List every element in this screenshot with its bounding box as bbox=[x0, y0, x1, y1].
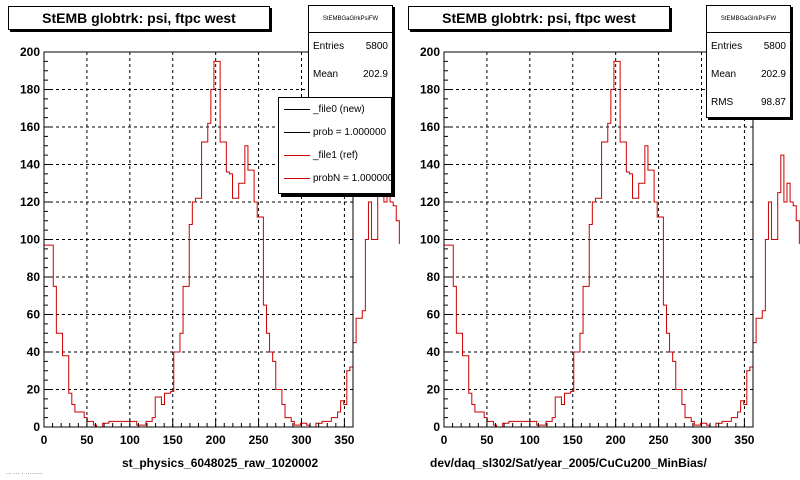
x-axis-caption: dev/daq_sl302/Sat/year_2005/CuCu200_MinB… bbox=[430, 456, 707, 470]
stats-label: Mean bbox=[313, 69, 339, 80]
stats-value: 202.9 bbox=[362, 69, 388, 80]
footer-text: ... ... . ......... bbox=[6, 469, 43, 476]
legend-line-black bbox=[284, 109, 310, 110]
x-tick-label: 350 bbox=[734, 433, 754, 447]
x-tick-label: 200 bbox=[206, 433, 226, 447]
histogram-panel-left: 0 50 100 150 200 250 300 350 0 20 40 60 80 100 120 140 1… bbox=[6, 5, 400, 476]
y-tick-label: 60 bbox=[427, 308, 441, 322]
x-tick-label: 0 bbox=[441, 433, 448, 447]
x-tick-label: 150 bbox=[163, 433, 183, 447]
y-tick-label: 160 bbox=[420, 120, 440, 134]
x-tick-label: 50 bbox=[80, 433, 94, 447]
stats-row-mean: Mean 202.9 bbox=[309, 61, 392, 89]
stats-value: 5800 bbox=[763, 41, 786, 52]
legend-entry: _file1 (ref) bbox=[279, 144, 391, 167]
y-tick-label: 80 bbox=[427, 270, 441, 284]
y-tick-label: 160 bbox=[20, 120, 40, 134]
y-tick-label: 180 bbox=[20, 83, 40, 97]
stats-label: RMS bbox=[711, 97, 734, 108]
y-tick-label: 80 bbox=[27, 270, 41, 284]
legend-box: _file0 (new) prob = 1.000000 _file1 (ref… bbox=[278, 97, 392, 194]
stats-value: 98.87 bbox=[760, 97, 786, 108]
stats-label: Entries bbox=[711, 41, 743, 52]
legend-entry: probN = 1.000000 bbox=[279, 167, 391, 190]
y-tick-label: 180 bbox=[420, 83, 440, 97]
y-tick-label: 200 bbox=[420, 45, 440, 59]
y-tick-label: 40 bbox=[27, 345, 41, 359]
stats-name: StEMBGaGlrkPsiFW bbox=[309, 6, 392, 33]
x-tick-label: 300 bbox=[691, 433, 711, 447]
y-tick-label: 120 bbox=[20, 195, 40, 209]
stats-name: StEMBGaGlrkPsiFW bbox=[707, 6, 790, 33]
legend-line-red bbox=[284, 155, 310, 156]
y-tick-label: 40 bbox=[427, 345, 441, 359]
legend-label: probN = 1.000000 bbox=[313, 173, 392, 184]
y-tick-label: 60 bbox=[27, 308, 41, 322]
x-axis-caption: st_physics_6048025_raw_1020002 bbox=[122, 456, 319, 470]
x-tick-label: 100 bbox=[520, 433, 540, 447]
stats-row-entries: Entries 5800 bbox=[707, 33, 790, 61]
y-tick-label: 0 bbox=[433, 420, 440, 434]
stats-box: StEMBGaGlrkPsiFW Entries 5800 Mean 202.9… bbox=[706, 5, 791, 118]
x-tick-label: 100 bbox=[120, 433, 140, 447]
y-tick-label: 200 bbox=[20, 45, 40, 59]
x-tick-label: 0 bbox=[41, 433, 48, 447]
y-tick-label: 20 bbox=[427, 383, 441, 397]
y-tick-label: 100 bbox=[420, 233, 440, 247]
stats-value: 5800 bbox=[365, 41, 388, 52]
x-tick-label: 200 bbox=[606, 433, 626, 447]
legend-line-black bbox=[284, 132, 310, 133]
y-tick-label: 0 bbox=[33, 420, 40, 434]
stats-row-rms: RMS 98.87 bbox=[707, 89, 790, 117]
histogram-plot-right: 0 50 100 150 200 250 300 350 0 20 40 60 80 100 120 140 1… bbox=[420, 45, 800, 447]
plot-title: StEMB globtrk: psi, ftpc west bbox=[8, 6, 270, 30]
legend-entry: _file0 (new) bbox=[279, 98, 391, 121]
legend-entry: prob = 1.000000 bbox=[279, 121, 391, 144]
legend-line-red bbox=[284, 178, 310, 179]
x-tick-label: 350 bbox=[334, 433, 354, 447]
x-tick-label: 150 bbox=[563, 433, 583, 447]
histogram-panel-right: 0 50 100 150 200 250 300 350 0 20 40 60 80 100 120 140 1… bbox=[400, 0, 800, 480]
stats-row-mean: Mean 202.9 bbox=[707, 61, 790, 89]
x-tick-label: 250 bbox=[249, 433, 269, 447]
legend-label: prob = 1.000000 bbox=[313, 127, 387, 138]
x-tick-label: 50 bbox=[480, 433, 494, 447]
stats-label: Entries bbox=[313, 41, 345, 52]
y-tick-label: 20 bbox=[27, 383, 41, 397]
legend-label: _file0 (new) bbox=[313, 104, 365, 115]
y-tick-label: 120 bbox=[420, 195, 440, 209]
x-tick-label: 250 bbox=[649, 433, 669, 447]
x-tick-label: 300 bbox=[291, 433, 311, 447]
legend-label: _file1 (ref) bbox=[313, 150, 359, 161]
stats-value: 202.9 bbox=[760, 69, 786, 80]
stats-row-entries: Entries 5800 bbox=[309, 33, 392, 61]
plot-title: StEMB globtrk: psi, ftpc west bbox=[408, 6, 670, 30]
y-tick-label: 100 bbox=[20, 233, 40, 247]
stats-label: Mean bbox=[711, 69, 737, 80]
y-tick-label: 140 bbox=[420, 158, 440, 172]
y-tick-label: 140 bbox=[20, 158, 40, 172]
